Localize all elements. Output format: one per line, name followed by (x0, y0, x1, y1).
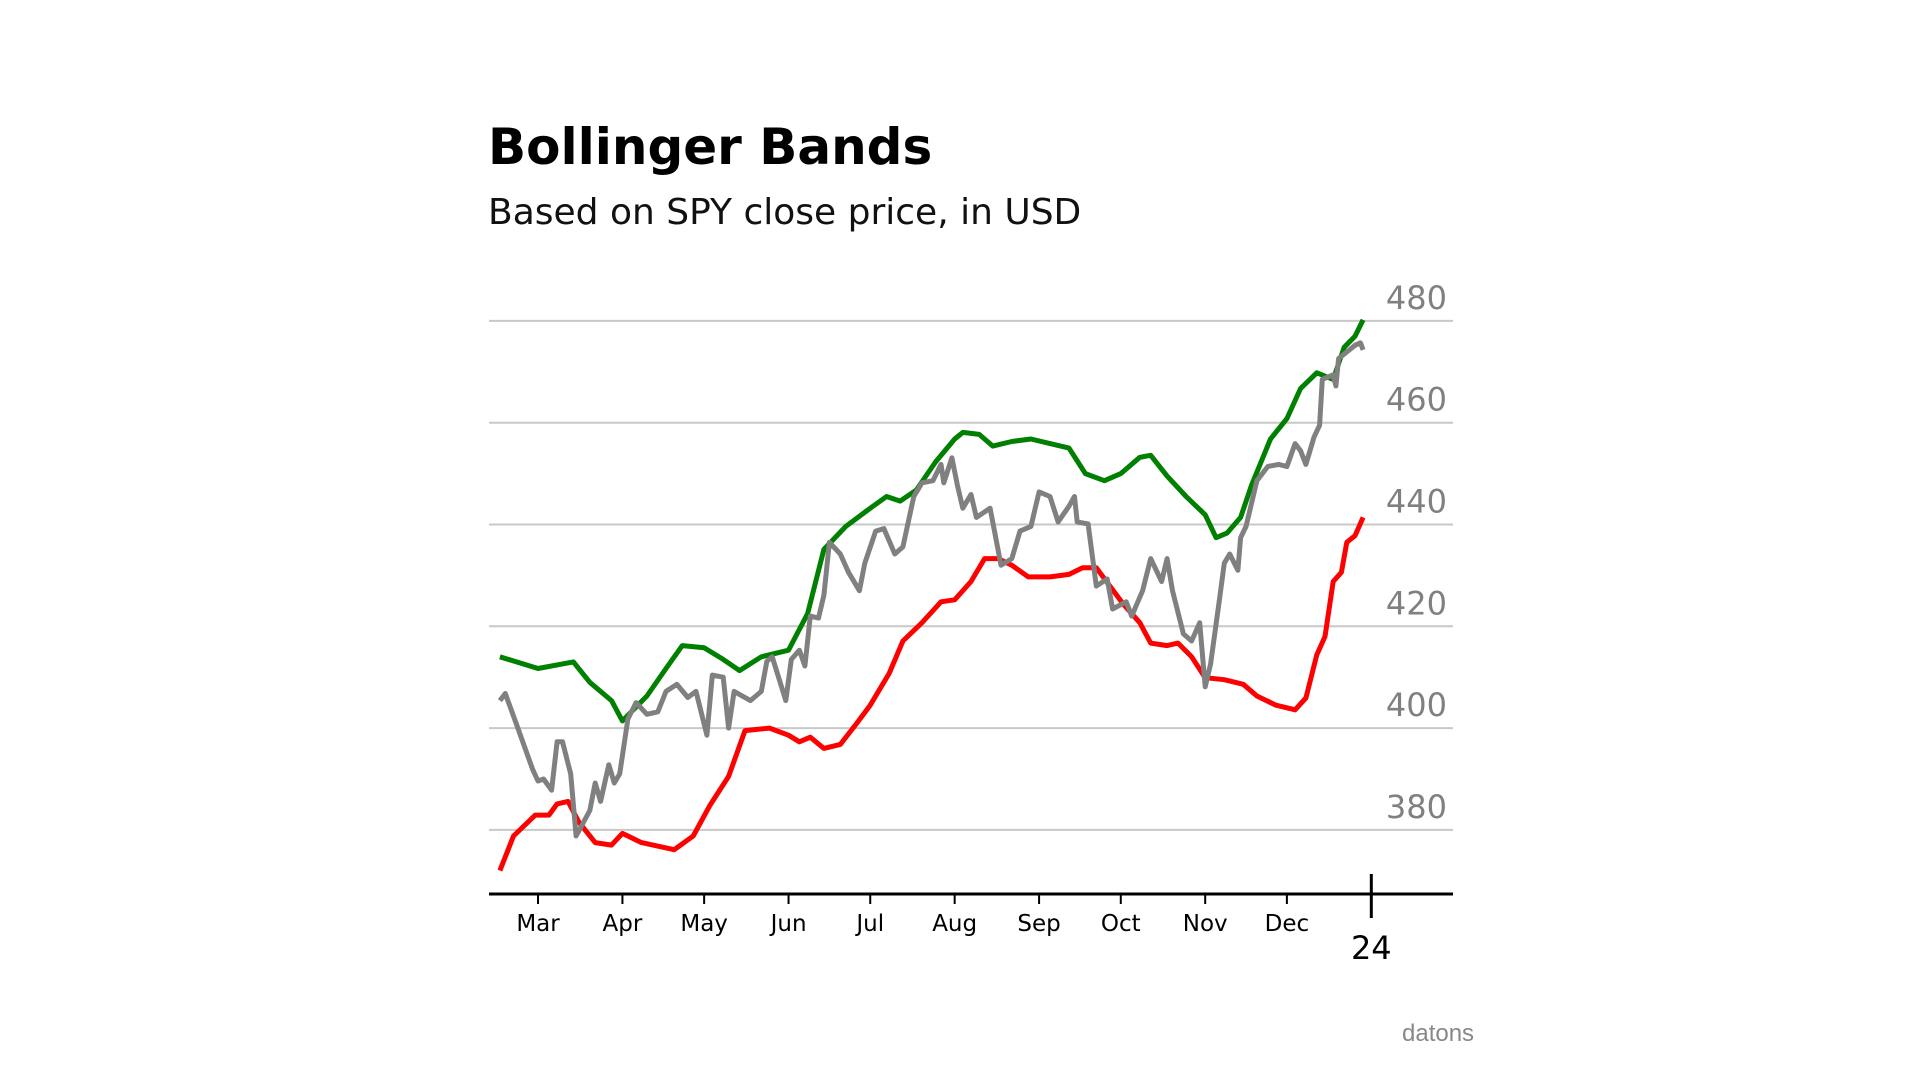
x-tick-label: Mar (516, 911, 560, 937)
major-x-tick-label: 24 (1351, 929, 1392, 967)
y-tick-label: 480 (1386, 279, 1447, 317)
chart-subtitle: Based on SPY close price, in USD (488, 192, 1082, 233)
lower-band-line (497, 516, 1366, 872)
x-tick-label: Dec (1265, 911, 1310, 937)
x-tick-label: Jun (769, 911, 807, 937)
x-tick-label: Nov (1183, 911, 1228, 937)
y-tick-label: 380 (1386, 788, 1447, 826)
credit-text: datons (1402, 1020, 1475, 1047)
y-tick-label: 460 (1386, 381, 1447, 419)
y-tick-label: 420 (1386, 584, 1447, 622)
upper-band-line (499, 318, 1366, 724)
x-tick-label: Aug (932, 911, 977, 937)
x-tick-label: Oct (1101, 911, 1141, 937)
chart-title: Bollinger Bands (488, 118, 933, 176)
y-tick-label: 400 (1386, 686, 1447, 724)
close-price-line (497, 340, 1366, 839)
x-tick-label: Sep (1017, 911, 1060, 937)
x-tick-label: May (680, 911, 728, 937)
y-tick-label: 440 (1386, 482, 1447, 520)
x-tick-label: Jul (854, 911, 884, 937)
x-tick-label: Apr (603, 911, 643, 937)
